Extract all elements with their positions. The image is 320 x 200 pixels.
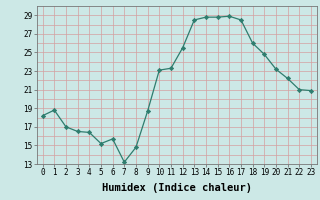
X-axis label: Humidex (Indice chaleur): Humidex (Indice chaleur) [102, 183, 252, 193]
